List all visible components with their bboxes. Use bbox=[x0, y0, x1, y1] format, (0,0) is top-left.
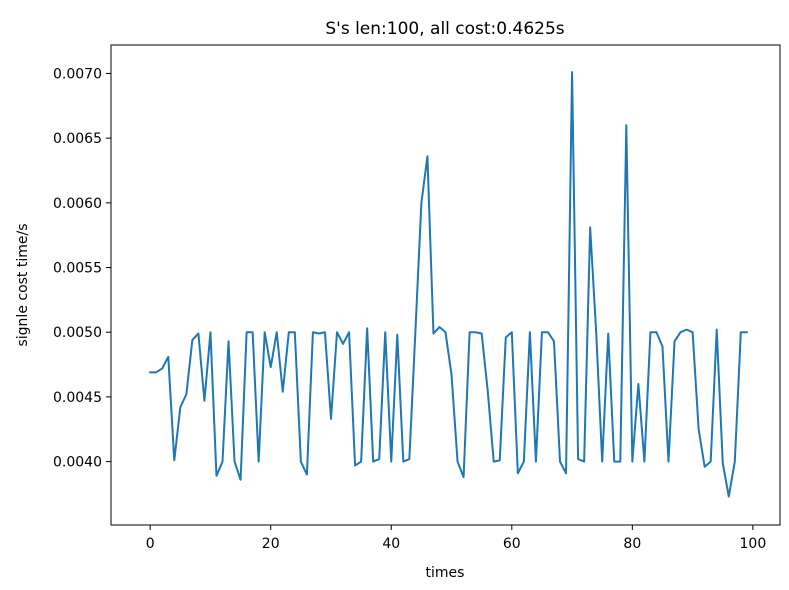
y-axis-ticks: 0.0040 0.0045 0.0050 0.0055 0.0060 0.0065 0.00… bbox=[53, 66, 111, 471]
x-tick-label: 40 bbox=[382, 536, 400, 552]
chart-title: S's len:100, all cost:0.4625s bbox=[325, 19, 564, 39]
y-tick-label: 0.0070 bbox=[53, 66, 102, 82]
y-tick-label: 0.0040 bbox=[53, 455, 102, 471]
plot-frame bbox=[110, 44, 781, 526]
x-tick-label: 20 bbox=[262, 536, 280, 552]
y-tick-label: 0.0050 bbox=[53, 325, 102, 341]
series-line-cost bbox=[149, 71, 748, 498]
y-tick-label: 0.0055 bbox=[53, 261, 102, 277]
x-tick-label: 60 bbox=[503, 536, 521, 552]
data-layer bbox=[149, 71, 748, 498]
x-axis-label: times bbox=[426, 565, 465, 581]
y-tick-label: 0.0065 bbox=[53, 131, 102, 147]
y-axis-label: signle cost time/s bbox=[15, 223, 31, 346]
y-tick-label: 0.0060 bbox=[53, 196, 102, 212]
x-axis-ticks: 0 20 40 60 80 100 bbox=[146, 525, 767, 552]
x-tick-label: 80 bbox=[623, 536, 641, 552]
x-tick-label: 100 bbox=[740, 536, 767, 552]
x-tick-label: 0 bbox=[146, 536, 155, 552]
y-tick-label: 0.0045 bbox=[53, 390, 102, 406]
